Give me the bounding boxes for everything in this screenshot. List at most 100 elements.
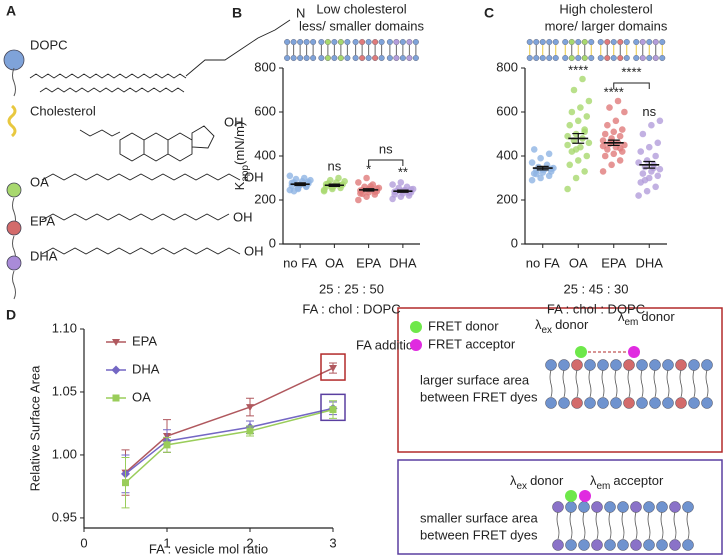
cholesterol-icon: [7, 104, 17, 138]
membrane-icon: [546, 55, 553, 62]
membrane-lipid: [584, 397, 596, 409]
error-bar: [572, 132, 585, 144]
x-tick-label: 0: [80, 535, 87, 550]
membrane-icon: [331, 55, 338, 62]
bracket-label: ns: [379, 141, 393, 156]
data-point: [606, 104, 613, 111]
membrane-tail: [692, 369, 696, 398]
error-bar: [362, 188, 375, 192]
atom-label: OH: [244, 169, 264, 184]
membrane-icon: [344, 39, 351, 46]
data-point: [537, 174, 544, 182]
membrane-icon: [617, 39, 624, 46]
membrane-tail: [556, 511, 560, 540]
membrane-icon: [652, 39, 659, 46]
membrane-tail: [686, 511, 690, 540]
acceptor-swatch: [410, 339, 422, 351]
lambda-label: λem donor: [618, 309, 675, 327]
chart-title: Low cholesterol: [316, 1, 406, 16]
significance-label: ****: [604, 84, 624, 99]
lipid-label: DHA: [30, 248, 58, 263]
error-bar: [328, 183, 341, 187]
data-point: [246, 404, 254, 412]
membrane-lipid: [565, 501, 577, 513]
fret-text: between FRET dyes: [420, 527, 538, 542]
panel-label: A: [6, 3, 16, 19]
lipid-tail: [12, 67, 16, 97]
membrane-icon: [386, 55, 393, 62]
data-point: [568, 108, 576, 116]
membrane-icon: [352, 39, 359, 46]
y-axis-label: Relative Surface Area: [27, 365, 42, 492]
membrane-icon: [318, 55, 325, 62]
membrane-lipid: [656, 539, 668, 551]
membrane-lipid: [552, 501, 564, 513]
data-point: [585, 139, 593, 147]
membrane-icon: [562, 55, 569, 62]
y-tick-label: 0: [511, 235, 518, 250]
data-point: [643, 187, 651, 195]
data-point: [639, 130, 647, 138]
data-point: [122, 479, 129, 487]
data-point: [610, 150, 618, 158]
data-point: [610, 128, 618, 136]
membrane-lipid: [643, 501, 655, 513]
y-axis-label: Kapp(mN/m): [232, 122, 250, 191]
membrane-icon: [318, 39, 325, 46]
membrane-lipid: [552, 539, 564, 551]
lambda-sub: ex: [542, 325, 553, 336]
chemical-bond: [41, 173, 241, 181]
membrane-lipid: [682, 501, 694, 513]
membrane-lipid: [688, 397, 700, 409]
membrane-tail: [621, 511, 625, 540]
data-point: [355, 196, 362, 204]
lipid-head: [3, 49, 25, 71]
membrane-lipid: [649, 397, 661, 409]
data-point: [616, 132, 624, 140]
membrane-icon: [604, 39, 611, 46]
highlight-box: [320, 353, 346, 381]
data-point: [564, 185, 571, 193]
significance-bracket: [613, 82, 650, 89]
y-tick-label: 600: [254, 103, 276, 118]
membrane-lipid: [571, 397, 583, 409]
membrane-icon: [310, 39, 317, 46]
data-point: [163, 441, 171, 449]
ratio-label: 25 : 25 : 50: [319, 281, 384, 296]
significance-label: *: [366, 161, 371, 176]
atom-label: OH: [233, 209, 253, 224]
fret-acceptor-dye: [579, 490, 591, 502]
data-point: [656, 165, 664, 173]
lambda-word: donor: [641, 309, 675, 324]
membrane-icon: [378, 55, 385, 62]
membrane-icon: [365, 39, 372, 46]
membrane-lipid: [643, 539, 655, 551]
data-point: [599, 168, 607, 175]
membrane-icon: [568, 39, 575, 46]
chemical-bond: [41, 213, 230, 221]
membrane-lipid: [669, 501, 681, 513]
membrane-tail: [549, 369, 553, 398]
membrane-icon: [623, 55, 630, 62]
chart-title: High cholesterol: [559, 1, 652, 16]
donor-swatch: [410, 321, 422, 333]
membrane-lipid: [688, 359, 700, 371]
membrane-lipid: [558, 397, 570, 409]
membrane-icon: [552, 39, 559, 46]
data-point: [367, 183, 374, 190]
data-point: [639, 170, 647, 177]
y-tick-label: 1.00: [52, 446, 77, 461]
chemical-bond: [79, 125, 215, 162]
y-tick-label: 1.10: [52, 320, 77, 335]
membrane-icon: [588, 55, 595, 62]
membrane-lipid: [623, 397, 635, 409]
significance-label: ns: [642, 104, 656, 119]
y-tick-label: 800: [496, 59, 518, 74]
x-axis-label: FA : chol : DOPC: [302, 301, 400, 316]
membrane-icon: [652, 55, 659, 62]
data-point: [528, 176, 536, 184]
lipid-label: EPA: [30, 213, 55, 228]
significance-label: **: [398, 165, 408, 180]
error-bar: [294, 182, 306, 187]
data-point: [635, 192, 642, 199]
